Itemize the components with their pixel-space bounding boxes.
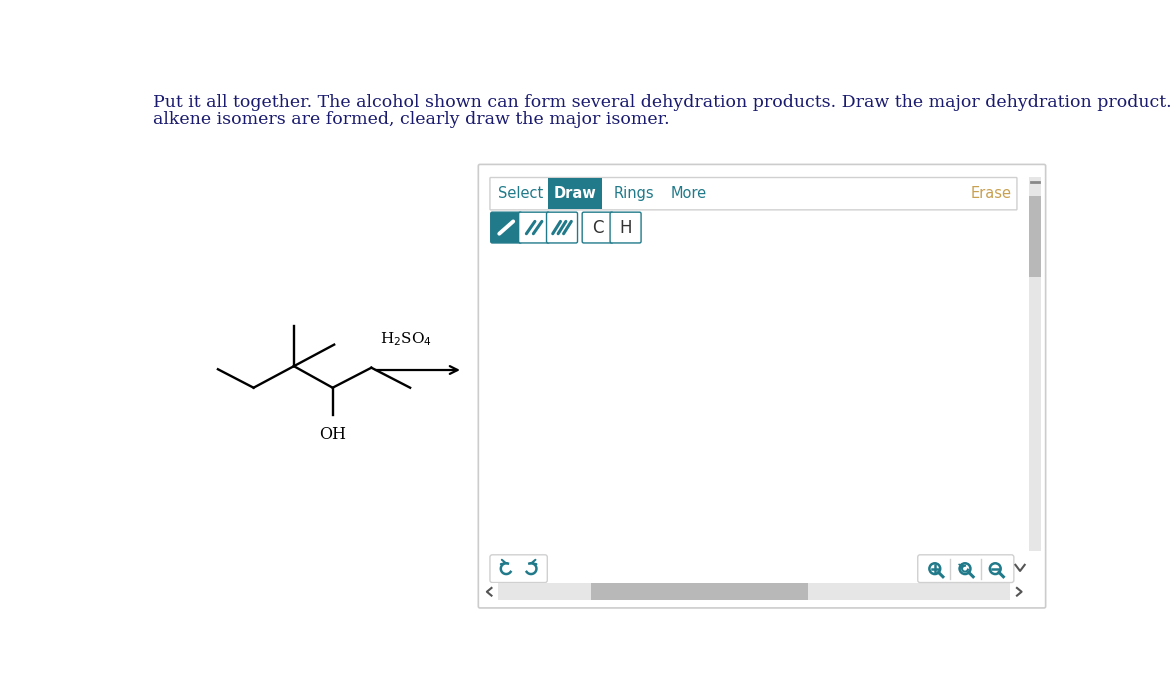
FancyBboxPatch shape [490, 212, 522, 243]
Text: Draw: Draw [554, 186, 597, 201]
FancyBboxPatch shape [518, 212, 550, 243]
Text: H: H [619, 219, 632, 237]
FancyBboxPatch shape [582, 212, 613, 243]
FancyBboxPatch shape [490, 177, 1017, 210]
Bar [481, 583, 499, 600]
Text: Erase: Erase [971, 186, 1012, 201]
Bar [1029, 196, 1040, 277]
Text: Put it all together. The alcohol shown can form several dehydration products. Dr: Put it all together. The alcohol shown c… [152, 94, 1173, 110]
Bar [591, 583, 808, 600]
Text: More: More [670, 186, 706, 201]
Bar [1029, 177, 1040, 551]
Text: alkene isomers are formed, clearly draw the major isomer.: alkene isomers are formed, clearly draw … [152, 110, 670, 128]
Text: Select: Select [497, 186, 543, 201]
Text: C: C [592, 219, 603, 237]
FancyBboxPatch shape [479, 164, 1045, 608]
Text: H$_2$SO$_4$: H$_2$SO$_4$ [380, 331, 432, 348]
FancyBboxPatch shape [490, 555, 548, 582]
FancyBboxPatch shape [547, 212, 577, 243]
FancyBboxPatch shape [548, 178, 602, 209]
Bar [1010, 583, 1028, 600]
FancyBboxPatch shape [917, 555, 1013, 582]
Text: Rings: Rings [613, 186, 655, 201]
FancyBboxPatch shape [610, 212, 642, 243]
Text: OH: OH [319, 426, 346, 443]
Bar [481, 583, 1028, 600]
